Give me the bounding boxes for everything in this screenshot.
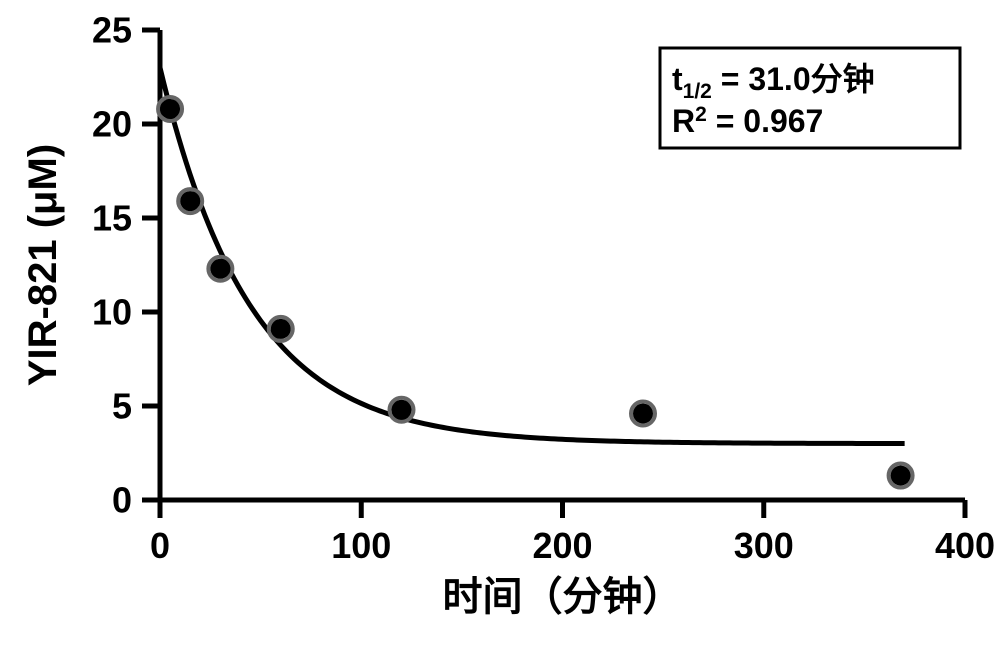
y-tick-label: 0 <box>112 480 132 521</box>
data-point <box>891 466 911 486</box>
y-tick-label: 5 <box>112 386 132 427</box>
x-tick-label: 100 <box>331 525 391 566</box>
x-tick-label: 400 <box>935 525 995 566</box>
stats-rsq: R2 = 0.967 <box>672 103 823 139</box>
data-point <box>392 400 412 420</box>
data-point <box>271 319 291 339</box>
x-axis-title: 时间（分钟） <box>443 575 683 619</box>
x-tick-label: 200 <box>532 525 592 566</box>
data-point <box>160 99 180 119</box>
x-tick-label: 0 <box>150 525 170 566</box>
y-tick-label: 10 <box>92 292 132 333</box>
decay-chart: 0 100 200 300 400 0 5 10 15 20 25 时间（分钟） YIR-821 (μM… <box>0 0 1000 657</box>
x-tick-label: 300 <box>734 525 794 566</box>
y-tick-label: 20 <box>92 104 132 145</box>
y-tick-label: 15 <box>92 198 132 239</box>
y-axis-title: YIR-821 (μM) <box>21 144 65 386</box>
data-point <box>210 259 230 279</box>
y-tick-label: 25 <box>92 10 132 51</box>
data-point <box>633 404 653 424</box>
chart-svg: 0 100 200 300 400 0 5 10 15 20 25 时间（分钟） YIR-821 (μM… <box>0 0 1000 657</box>
data-point <box>180 191 200 211</box>
